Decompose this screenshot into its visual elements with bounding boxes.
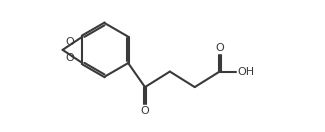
Text: O: O (66, 37, 74, 47)
Text: O: O (66, 53, 74, 63)
Text: OH: OH (237, 67, 254, 77)
Text: O: O (141, 106, 150, 116)
Text: O: O (215, 43, 224, 53)
